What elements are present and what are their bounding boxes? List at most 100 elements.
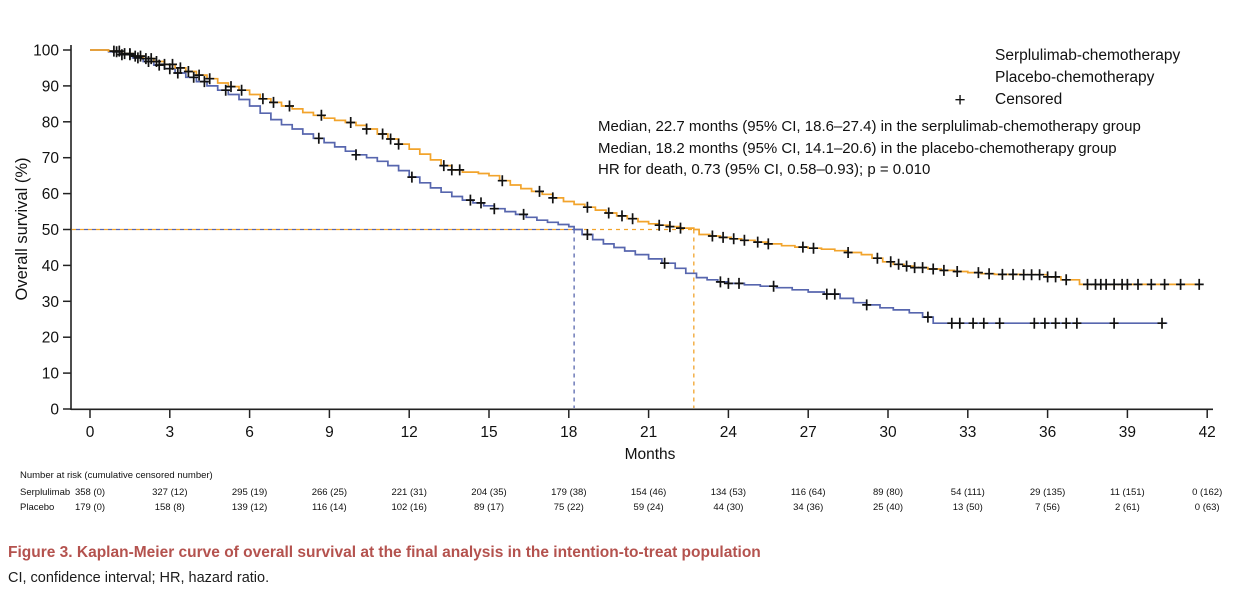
risk-value: 29 (135) <box>1029 487 1066 498</box>
censor-plus-icon <box>995 317 1005 329</box>
censor-plus-icon <box>1051 317 1061 329</box>
censor-plus-icon <box>125 49 135 61</box>
x-tick-label: 0 <box>86 424 95 441</box>
censor-plus-icon <box>1109 278 1119 290</box>
legend-item-censored: + Censored <box>936 89 1180 111</box>
risk-value: 116 (14) <box>312 502 347 513</box>
censor-plus-icon <box>984 268 994 280</box>
censor-plus-icon <box>718 231 728 243</box>
x-tick-label: 24 <box>720 424 738 441</box>
risk-value: 139 (12) <box>231 502 268 513</box>
censor-plus-icon <box>154 59 164 71</box>
risk-value: 25 (40) <box>872 502 904 513</box>
x-tick-label: 3 <box>165 424 174 441</box>
censor-plus-icon <box>739 234 749 246</box>
censor-plus-icon <box>952 266 962 277</box>
censor-plus-icon <box>1109 317 1119 329</box>
risk-value: 154 (46) <box>630 487 667 498</box>
risk-value: 89 (80) <box>872 487 904 498</box>
y-tick-label: 20 <box>42 330 60 347</box>
x-tick-label: 27 <box>800 424 817 441</box>
censor-plus-icon <box>918 262 928 274</box>
risk-value: 34 (36) <box>793 502 824 513</box>
censor-plus-icon <box>285 100 294 112</box>
risk-row-serplulimab: Serplulimab 358 (0) 327 (12) 295 (19) 266 (… <box>0 487 1237 499</box>
y-tick-label: 50 <box>42 222 60 239</box>
censor-plus-icon <box>1133 278 1143 290</box>
censor-marks-placebo <box>112 46 1167 329</box>
censor-plus-icon <box>1008 268 1018 280</box>
censor-plus-icon <box>923 311 933 323</box>
x-tick-label: 18 <box>560 424 577 441</box>
censor-plus-icon <box>894 258 904 270</box>
censor-plus-icon <box>362 123 372 135</box>
risk-value: 327 (12) <box>152 487 188 498</box>
censor-plus-icon <box>1027 269 1037 281</box>
censor-plus-icon <box>519 208 529 220</box>
censor-plus-icon <box>194 69 204 81</box>
risk-value: 102 (16) <box>391 502 427 513</box>
stats-annotation: Median, 22.7 months (95% CI, 18.6–27.4) … <box>598 116 1141 181</box>
risk-value: 11 (151) <box>1110 487 1145 498</box>
censor-plus-icon <box>378 128 388 140</box>
censor-plus-icon <box>386 133 396 145</box>
censor-plus-icon <box>872 252 882 264</box>
y-tick-label: 10 <box>42 366 60 383</box>
censor-plus-icon <box>189 71 199 83</box>
censor-plus-icon <box>165 63 175 75</box>
risk-row-label: Serplulimab <box>20 487 71 498</box>
legend-item-placebo: Placebo-chemotherapy <box>936 67 1180 89</box>
censor-plus-icon <box>221 84 231 96</box>
censor-plus-icon <box>489 203 499 215</box>
censor-plus-icon <box>269 96 278 108</box>
censor-plus-icon <box>1122 278 1132 290</box>
censor-plus-icon <box>763 238 773 250</box>
risk-value: 0 (63) <box>1194 502 1220 513</box>
censor-plus-icon <box>133 52 143 64</box>
censored-plus-icon: + <box>954 89 966 111</box>
censor-plus-icon <box>1040 317 1050 329</box>
legend-item-serplulimab: Serplulimab-chemotherapy <box>936 45 1180 67</box>
y-tick-label: 70 <box>42 150 60 167</box>
censor-plus-icon <box>723 277 733 289</box>
censor-plus-icon <box>548 192 558 204</box>
censor-plus-icon <box>1160 278 1170 290</box>
risk-value: 266 (25) <box>311 487 348 498</box>
censor-plus-icon <box>314 132 324 144</box>
censor-plus-icon <box>346 117 356 128</box>
censor-plus-icon <box>798 241 808 253</box>
censor-plus-icon <box>497 175 507 187</box>
y-axis-title: Overall survival (%) <box>13 157 31 300</box>
censor-plus-icon <box>112 46 122 58</box>
censor-plus-icon <box>729 233 739 245</box>
censor-plus-icon <box>843 247 853 258</box>
risk-table-header: Number at risk (cumulative censored numb… <box>20 470 213 481</box>
censor-plus-icon <box>1101 278 1111 290</box>
censor-plus-icon <box>1035 269 1045 281</box>
censor-plus-icon <box>447 164 457 176</box>
risk-value: 59 (24) <box>633 502 664 513</box>
legend: Serplulimab-chemotherapy Placebo-chemoth… <box>936 45 1180 111</box>
risk-value: 54 (111) <box>950 487 985 498</box>
censor-plus-icon <box>862 299 872 311</box>
x-tick-label: 12 <box>401 424 418 441</box>
risk-value: 89 (17) <box>473 502 505 513</box>
x-tick-label: 36 <box>1039 424 1056 441</box>
censor-plus-icon <box>715 276 725 288</box>
censor-plus-icon <box>947 317 957 329</box>
censor-plus-icon <box>1176 278 1186 290</box>
legend-label: Placebo-chemotherapy <box>995 69 1155 86</box>
censor-plus-icon <box>258 93 268 105</box>
y-tick-label: 30 <box>42 294 60 311</box>
censor-plus-icon <box>604 207 614 219</box>
risk-value: 13 (50) <box>952 502 983 513</box>
hazard-ratio-text: HR for death, 0.73 (95% CI, 0.58–0.93); … <box>598 161 931 178</box>
x-tick-label: 39 <box>1119 424 1136 441</box>
censor-plus-icon <box>226 81 236 93</box>
censor-plus-icon <box>939 264 949 276</box>
censor-plus-icon <box>316 109 326 121</box>
censor-plus-icon <box>665 221 675 233</box>
censor-plus-icon <box>144 56 153 67</box>
censor-plus-icon <box>582 229 592 240</box>
y-tick-label: 90 <box>42 78 60 95</box>
